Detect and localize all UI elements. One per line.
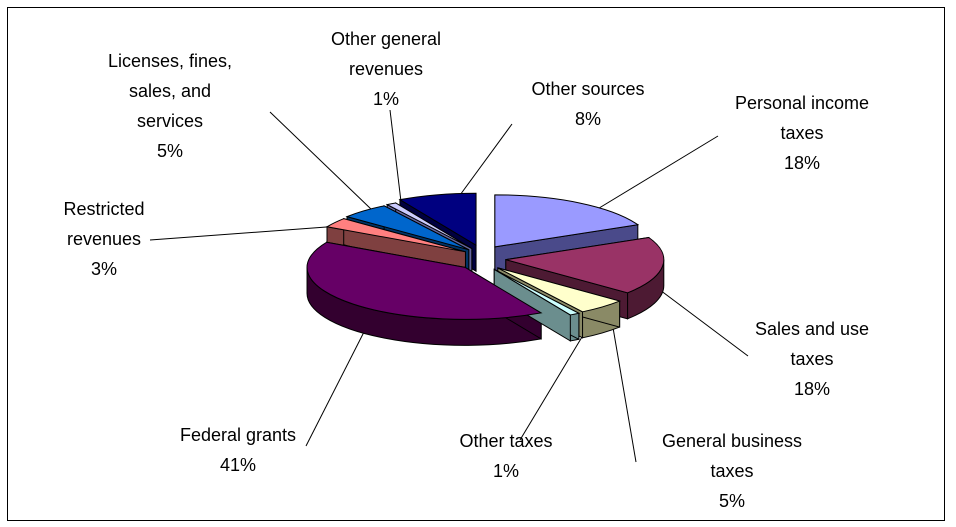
leader-line: [585, 135, 719, 217]
leader-line: [269, 111, 373, 211]
leader-line: [451, 123, 513, 207]
pie-slice-top: [505, 236, 665, 294]
leader-line: [149, 225, 341, 241]
leader-line: [389, 109, 403, 211]
pie-slice-top: [493, 268, 581, 316]
leader-lines: [149, 109, 749, 463]
pie-slice-top: [385, 202, 473, 249]
pie-slice-top: [497, 267, 622, 313]
pie-slice-top: [325, 218, 466, 253]
pie-slices: [306, 192, 665, 346]
leader-line: [305, 329, 366, 447]
leader-line: [519, 331, 586, 441]
pie-slice-top: [345, 205, 470, 251]
leader-line: [609, 309, 637, 463]
leader-line: [659, 289, 749, 357]
pie-slice-top: [494, 194, 640, 248]
pie-slice-top: [398, 192, 477, 247]
pie-slice-side: [493, 268, 580, 342]
pie-slice-top: [306, 241, 543, 320]
